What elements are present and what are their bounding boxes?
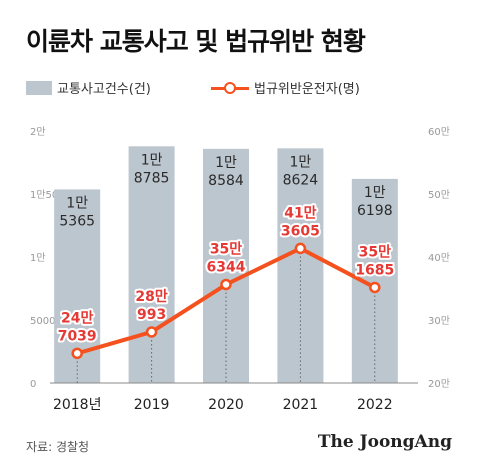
legend-label-accidents: 교통사고건수(건) — [57, 82, 151, 97]
bar-label-bottom: 8624 — [283, 172, 319, 188]
brand-logo: The JoongAng — [317, 432, 452, 452]
left-axis-tick: 1만 — [30, 252, 46, 264]
bar — [203, 148, 249, 383]
right-axis-tick: 50만 — [428, 189, 450, 201]
line-point — [220, 278, 232, 291]
line-label-top: 35만 — [210, 242, 242, 258]
line-label-bottom: 3605 — [281, 223, 320, 239]
right-axis-tick: 30만 — [428, 315, 450, 327]
left-axis-tick: 2만 — [30, 126, 46, 138]
bar-label-bottom: 6198 — [357, 203, 393, 219]
bar-label-bottom: 8584 — [208, 173, 244, 189]
line-label-bottom: 6344 — [207, 260, 246, 276]
x-axis-label: 2020 — [208, 397, 244, 413]
source-note: 자료: 경찰청 — [26, 440, 90, 454]
bar-label-bottom: 5365 — [59, 213, 95, 229]
bar-label-top: 1만 — [215, 155, 237, 171]
bar-swatch — [26, 80, 52, 95]
right-axis-tick: 40만 — [428, 252, 450, 264]
legend-item-accidents: 교통사고건수(건) — [26, 78, 151, 97]
x-axis-label: 2022 — [357, 397, 393, 413]
line-label-bottom: 1685 — [355, 262, 394, 278]
left-axis-tick: 5000 — [30, 316, 55, 327]
bar-label-top: 1만 — [364, 185, 386, 201]
line-label-top: 35만 — [359, 244, 391, 260]
line-label-top: 41만 — [284, 205, 316, 221]
legend-label-violations: 법규위반운전자(명) — [254, 82, 360, 97]
x-axis-label: 2019 — [134, 397, 170, 413]
left-axis-tick: 0 — [30, 379, 36, 390]
right-axis-tick: 60만 — [428, 126, 450, 138]
bar-label-top: 1만 — [141, 152, 163, 168]
line-swatch — [211, 81, 249, 95]
legend-item-violations: 법규위반운전자(명) — [211, 78, 360, 97]
bar-label-bottom: 8785 — [134, 170, 170, 186]
chart-title: 이륜차 교통사고 및 법규위반 현황 — [26, 27, 366, 56]
line-label-top: 28만 — [135, 289, 167, 305]
line-point — [71, 347, 83, 360]
line-point — [145, 326, 158, 338]
bar-label-top: 1만 — [290, 154, 312, 170]
line-label-top: 24만 — [61, 310, 93, 326]
x-axis-label: 2018년 — [53, 397, 102, 413]
bar — [128, 146, 175, 383]
line-label-bottom: 993 — [137, 307, 166, 323]
line-point — [369, 281, 381, 294]
bar-label-top: 1만 — [66, 195, 88, 211]
right-axis-tick: 20만 — [428, 378, 450, 390]
line-point — [294, 242, 307, 255]
x-axis-label: 2021 — [283, 397, 319, 413]
line-label-bottom: 7039 — [58, 328, 97, 344]
